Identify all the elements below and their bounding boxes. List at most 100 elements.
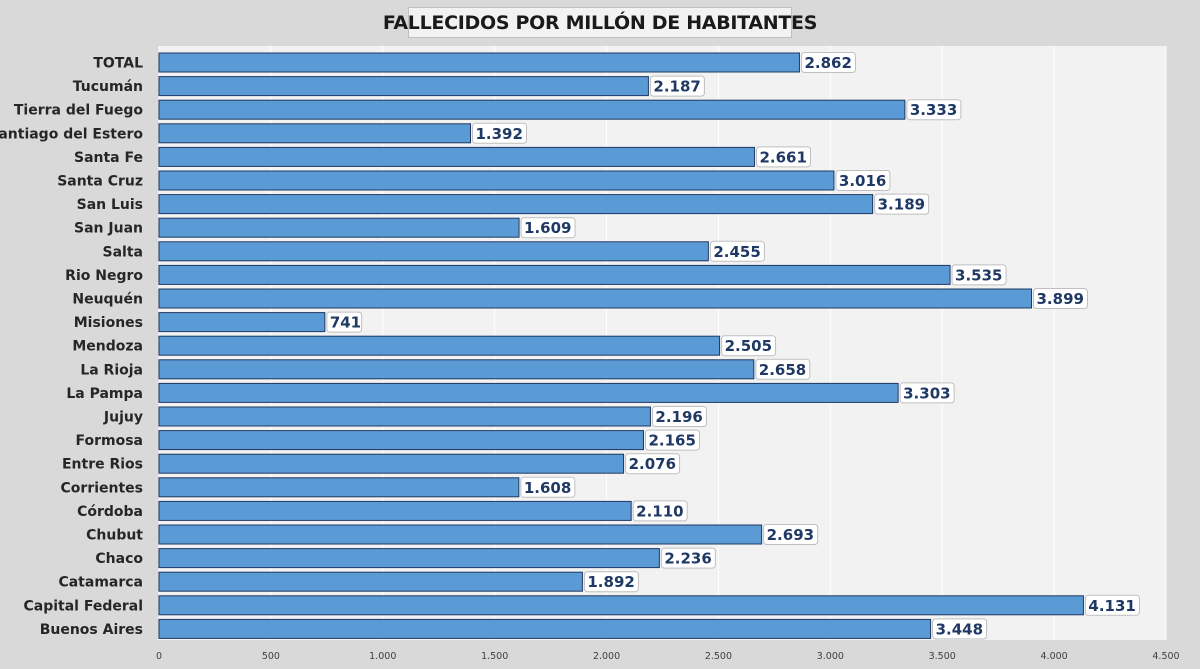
data-label: 3.333 — [910, 101, 957, 119]
bar — [158, 548, 660, 569]
data-label: 2.236 — [664, 550, 711, 568]
category-label: La Pampa — [66, 386, 143, 402]
data-label: 2.165 — [648, 432, 695, 450]
data-label: 2.661 — [759, 148, 806, 166]
data-label: 1.392 — [475, 125, 522, 143]
bar — [158, 453, 625, 474]
category-label: Rio Negro — [65, 268, 143, 284]
category-label: Salta — [103, 244, 143, 260]
data-label: 2.693 — [767, 526, 814, 544]
category-label: TOTAL — [93, 56, 143, 72]
category-label: Córdoba — [77, 504, 143, 520]
data-label: 2.196 — [655, 408, 702, 426]
category-label: Formosa — [75, 433, 143, 449]
data-label-box — [1084, 594, 1140, 616]
data-label-box — [625, 453, 681, 475]
data-label-box — [583, 571, 639, 593]
bar — [158, 312, 326, 333]
data-label: 3.535 — [955, 266, 1002, 284]
bar — [158, 194, 874, 215]
data-label-box — [755, 358, 811, 380]
category-label: Neuquén — [72, 292, 143, 308]
data-label-box — [1033, 288, 1089, 309]
bar — [158, 500, 632, 521]
data-label-box — [951, 264, 1007, 286]
category-label: Corrientes — [61, 480, 143, 496]
x-tick-label: 0 — [156, 651, 162, 662]
x-tick-label: 3.000 — [817, 651, 844, 662]
x-tick-label: 4.000 — [1041, 651, 1068, 662]
data-label-box — [649, 75, 705, 97]
chart-title: FALLECIDOS POR MILLÓN DE HABITANTES — [383, 7, 817, 38]
x-tick-label: 4.500 — [1152, 651, 1179, 662]
bar — [158, 241, 709, 262]
bar — [158, 382, 899, 403]
category-label: Buenos Aires — [40, 622, 143, 638]
data-label-box — [899, 382, 955, 404]
data-label-box — [660, 547, 716, 569]
data-label-box — [763, 524, 819, 545]
data-label-box — [651, 406, 707, 427]
data-label-box — [906, 99, 962, 121]
category-label: Tierra del Fuego — [14, 103, 144, 119]
data-label: 3.189 — [878, 196, 925, 214]
data-label: 3.899 — [1037, 290, 1084, 308]
category-label: San Juan — [74, 221, 143, 237]
bar — [158, 288, 1033, 309]
bar — [158, 406, 651, 427]
bar — [158, 170, 835, 191]
bar — [158, 524, 763, 545]
bar — [158, 146, 755, 167]
category-label: Entre Rios — [62, 457, 143, 473]
bar — [158, 477, 520, 498]
bar — [158, 335, 721, 356]
category-label: Tucumán — [73, 79, 143, 95]
category-label: Santiago del Estero — [0, 126, 143, 142]
x-tick-label: 3.500 — [929, 651, 956, 662]
category-label: Jujuy — [103, 410, 143, 426]
bar — [158, 99, 906, 120]
data-label-box — [632, 500, 688, 522]
x-tick-label: 1.500 — [481, 651, 508, 662]
category-label: Mendoza — [72, 339, 143, 355]
data-label: 1.608 — [524, 479, 571, 497]
x-tick-label: 500 — [262, 651, 280, 662]
data-label-box — [755, 146, 811, 168]
data-label: 1.892 — [587, 573, 634, 591]
data-label-box — [932, 618, 988, 640]
x-tick-label: 2.500 — [705, 651, 732, 662]
x-tick-label: 1.000 — [369, 651, 396, 662]
data-label: 2.505 — [725, 337, 772, 355]
bar — [158, 52, 800, 73]
data-label-box — [471, 122, 527, 144]
data-label: 741 — [330, 314, 361, 332]
data-label: 2.076 — [629, 455, 676, 473]
category-label: Capital Federal — [23, 598, 143, 614]
data-label: 4.131 — [1088, 597, 1135, 615]
category-label: Santa Cruz — [57, 174, 143, 190]
plot-area: 0 500 1.000 1.500 2.000 2.500 3.000 3.500 4.000 4… — [0, 46, 1180, 662]
category-label: Santa Fe — [74, 150, 143, 166]
bar — [158, 430, 644, 451]
x-tick-label: 2.000 — [593, 651, 620, 662]
bar — [158, 123, 471, 144]
category-label: Catamarca — [58, 575, 143, 591]
data-label: 3.448 — [936, 620, 983, 638]
data-label: 3.303 — [903, 384, 950, 402]
category-label: San Luis — [77, 197, 143, 213]
category-label: Misiones — [74, 315, 143, 331]
data-label: 2.187 — [653, 78, 700, 96]
data-label: 2.658 — [759, 361, 806, 379]
data-label: 2.862 — [804, 54, 851, 72]
bar — [158, 595, 1084, 616]
category-label: Chaco — [95, 551, 143, 567]
bar — [158, 571, 583, 592]
category-label: La Rioja — [80, 362, 143, 378]
data-label: 3.016 — [839, 172, 886, 190]
bar — [158, 359, 755, 380]
data-label-box — [709, 240, 765, 262]
data-label-box — [644, 429, 700, 451]
data-label: 2.455 — [713, 243, 760, 261]
